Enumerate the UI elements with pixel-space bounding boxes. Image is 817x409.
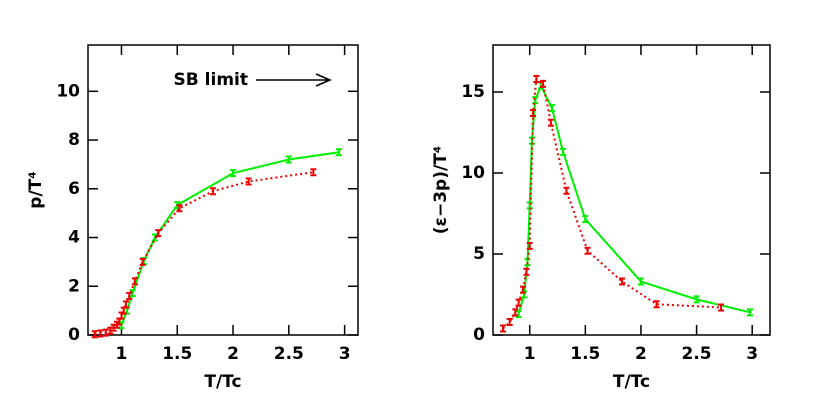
data-point bbox=[530, 109, 537, 118]
data-point bbox=[584, 246, 591, 255]
y-tick-label: 5 bbox=[473, 244, 485, 264]
y-tick-label: 0 bbox=[473, 325, 485, 345]
y-tick-label: 8 bbox=[68, 130, 80, 150]
data-point bbox=[336, 148, 343, 157]
data-point bbox=[91, 330, 98, 339]
x-tick-label: 1.5 bbox=[162, 344, 192, 364]
y-tick-label: 2 bbox=[68, 276, 80, 296]
data-point bbox=[310, 168, 317, 177]
data-point bbox=[520, 285, 527, 294]
data-point bbox=[526, 201, 533, 210]
x-tick-label: 2.5 bbox=[274, 344, 304, 364]
data-point bbox=[512, 308, 519, 317]
data-point bbox=[139, 257, 146, 266]
x-tick-label: 3 bbox=[746, 344, 758, 364]
y-tick-label: 6 bbox=[68, 179, 80, 199]
data-point bbox=[515, 309, 522, 318]
panel: 1 1.5 2 2.5 3 0 5 10 15 T/Tc (ε−3p)/T⁴ bbox=[431, 44, 771, 392]
data-point bbox=[693, 295, 700, 304]
data-point bbox=[515, 298, 522, 307]
data-point bbox=[129, 289, 136, 298]
data-point bbox=[582, 215, 589, 224]
x-tick-label: 2 bbox=[227, 344, 239, 364]
y-axis-label: p/T⁴ bbox=[26, 171, 46, 208]
data-point bbox=[548, 104, 555, 113]
data-point bbox=[230, 169, 237, 178]
data-point bbox=[97, 329, 104, 338]
x-tick-label: 1 bbox=[116, 344, 128, 364]
data-point bbox=[245, 177, 252, 186]
x-tick-label: 1.5 bbox=[570, 344, 600, 364]
plot-frame bbox=[492, 44, 771, 336]
data-point bbox=[506, 318, 513, 327]
data-point bbox=[126, 292, 133, 301]
data-point bbox=[563, 186, 570, 195]
x-tick-label: 1 bbox=[524, 344, 536, 364]
data-point bbox=[102, 328, 109, 337]
annotation: SB limit bbox=[174, 70, 248, 90]
data-point bbox=[155, 229, 162, 238]
y-tick-label: 15 bbox=[461, 82, 485, 102]
x-axis-label: T/Tc bbox=[613, 372, 650, 392]
data-point bbox=[122, 300, 129, 309]
data-point bbox=[500, 324, 507, 333]
data-point bbox=[131, 277, 138, 286]
y-tick-label: 4 bbox=[68, 228, 80, 248]
series-line bbox=[502, 77, 722, 330]
panel: 1 1.5 2 2.5 3 0 2 4 6 8 10 T/Tc p/T⁴ SB limit bbox=[26, 44, 359, 392]
data-point bbox=[619, 277, 626, 286]
y-tick-label: 0 bbox=[68, 325, 80, 345]
y-tick-label: 10 bbox=[461, 163, 485, 183]
data-point bbox=[110, 323, 117, 332]
y-axis-label: (ε−3p)/T⁴ bbox=[431, 146, 451, 235]
x-tick-label: 3 bbox=[339, 344, 351, 364]
data-point bbox=[533, 75, 540, 84]
data-point bbox=[285, 155, 292, 164]
plot-frame bbox=[87, 44, 359, 336]
data-point bbox=[637, 277, 644, 286]
x-axis-label: T/Tc bbox=[204, 372, 241, 392]
data-point bbox=[209, 187, 216, 196]
data-point bbox=[746, 308, 753, 317]
data-point bbox=[526, 241, 533, 250]
y-tick-label: 10 bbox=[56, 81, 80, 101]
x-tick-label: 2.5 bbox=[682, 344, 712, 364]
data-point bbox=[547, 118, 554, 127]
x-tick-label: 2 bbox=[635, 344, 647, 364]
data-point bbox=[107, 326, 114, 335]
data-point bbox=[560, 147, 567, 156]
data-point bbox=[176, 204, 183, 213]
data-point bbox=[653, 300, 660, 309]
annotation-arrow bbox=[256, 73, 332, 87]
data-point bbox=[523, 267, 530, 276]
data-point bbox=[718, 303, 725, 312]
data-point bbox=[540, 79, 547, 88]
